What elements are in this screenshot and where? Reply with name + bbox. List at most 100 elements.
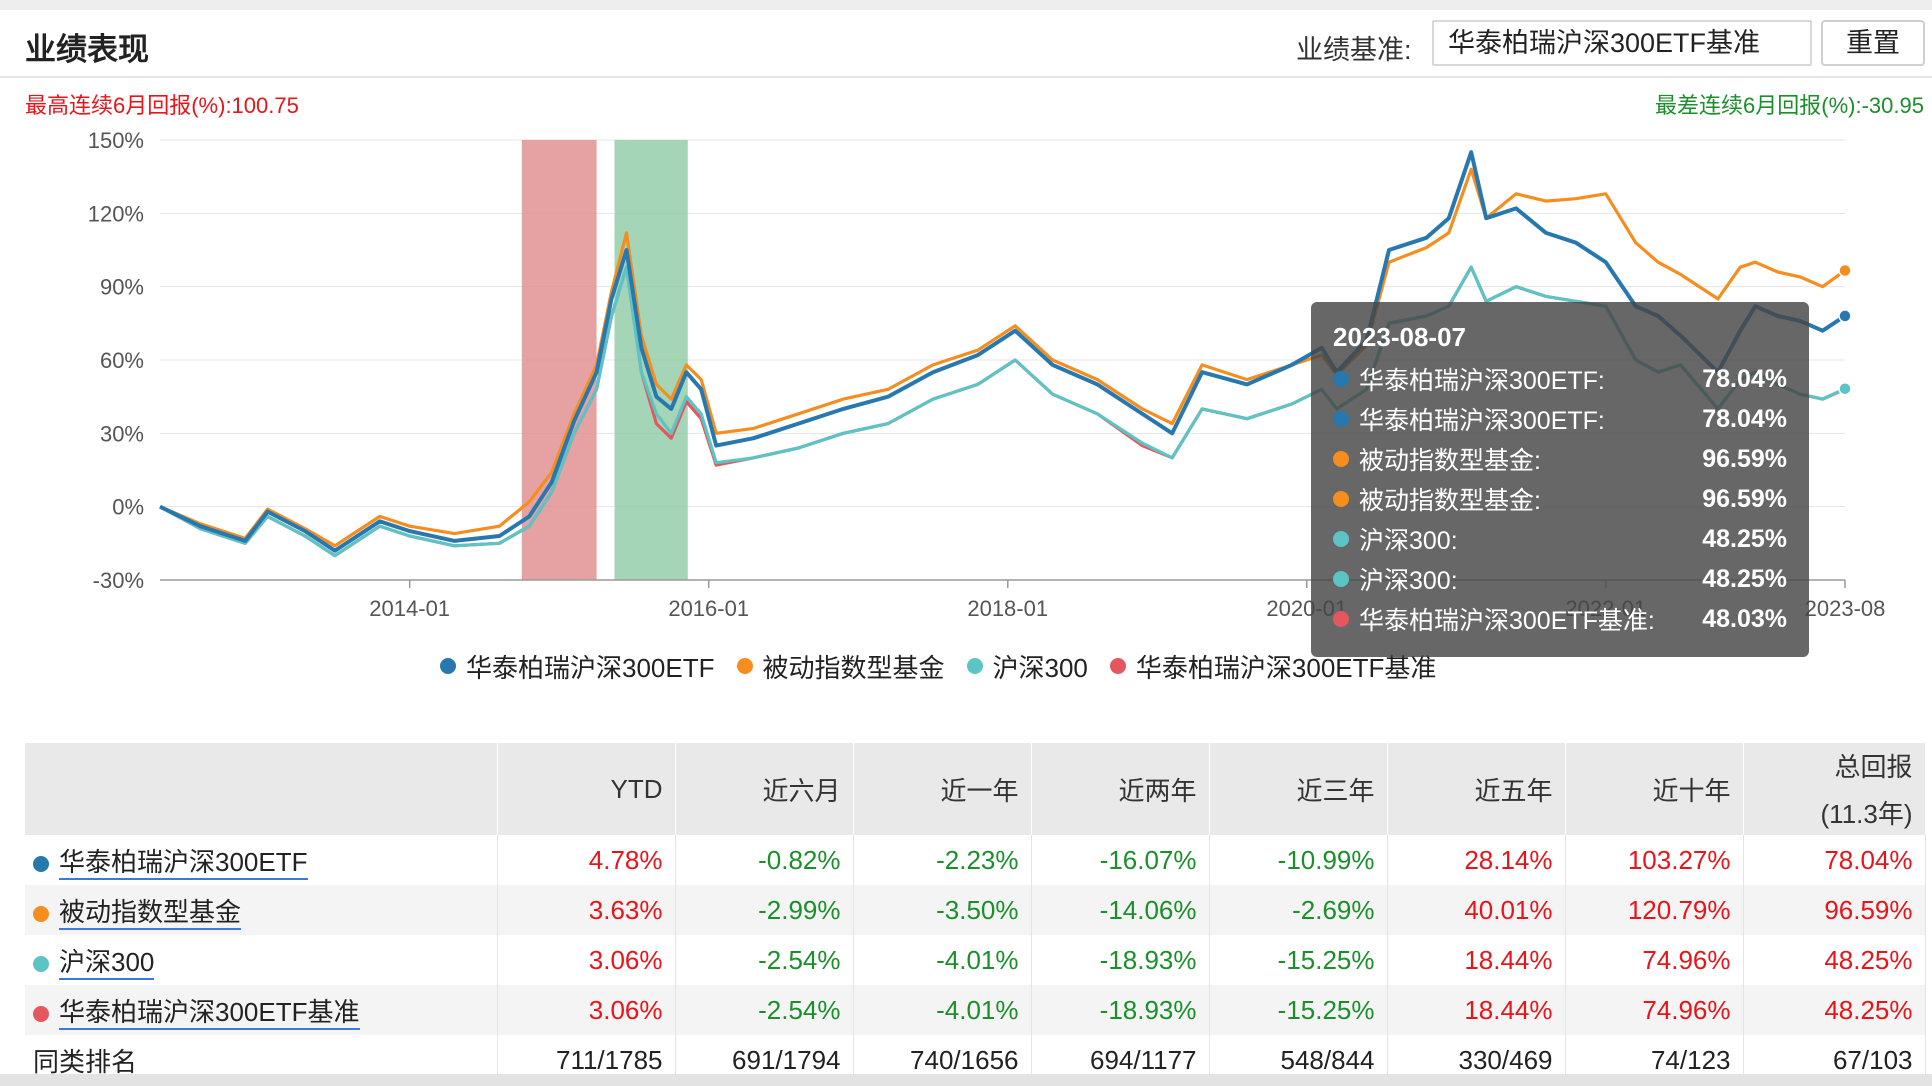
table-row: 沪深300 3.06% -2.54% -4.01% -18.93% -15.25% 18.4…: [25, 935, 1926, 985]
x-tick-label: 2023-08: [1805, 596, 1886, 621]
legend-item[interactable]: 华泰柏瑞沪深300ETF基准: [1109, 648, 1436, 685]
worst-6m-return: 最差连续6月回报(%):-30.95: [1655, 93, 1924, 118]
table-header: 近五年: [1387, 743, 1566, 835]
series-dot-icon: [33, 905, 49, 922]
legend-item[interactable]: 沪深300: [966, 648, 1088, 685]
return-cell: 3.06%: [497, 985, 676, 1035]
highlight-period-down: [614, 140, 688, 580]
tooltip-value: 96.59%: [1702, 444, 1787, 473]
table-header: YTD: [497, 743, 676, 835]
return-cell: -3.50%: [853, 885, 1032, 935]
legend-dot-icon: [736, 658, 753, 674]
return-cell: 48.25%: [1743, 935, 1926, 985]
y-tick-label: 0%: [112, 495, 144, 520]
total-years-label: (11.3年): [1820, 799, 1913, 829]
return-cell: 4.78%: [497, 835, 676, 885]
tooltip-label: 沪深300:: [1359, 567, 1458, 595]
table-header: 总回报 (11.3年): [1743, 743, 1926, 835]
x-tick-label: 2016-01: [668, 596, 749, 621]
table-row: 华泰柏瑞沪深300ETF基准 3.06% -2.54% -4.01% -18.93% -1…: [25, 985, 1926, 1035]
benchmark-label: 业绩基准:: [1296, 35, 1412, 65]
tooltip-row: 被动指数型基金: 96.59%: [1333, 479, 1787, 519]
tooltip-value: 48.25%: [1702, 564, 1787, 593]
table-header: 近两年: [1031, 743, 1210, 835]
y-tick-label: 90%: [100, 275, 144, 300]
return-cell: 120.79%: [1565, 885, 1744, 935]
reset-button[interactable]: 重置: [1821, 20, 1925, 66]
return-cell: -2.69%: [1209, 885, 1388, 935]
return-cell: 18.44%: [1387, 985, 1566, 1035]
legend-dot-icon: [1109, 658, 1126, 674]
tooltip-value: 48.25%: [1702, 524, 1787, 553]
tooltip-row: 华泰柏瑞沪深300ETF: 78.04%: [1333, 399, 1787, 439]
header: 业绩表现 业绩基准: 华泰柏瑞沪深300ETF基准 重置: [0, 10, 1932, 78]
legend-item[interactable]: 被动指数型基金: [736, 648, 945, 685]
return-cell: -18.93%: [1031, 935, 1210, 985]
series-line-0: [159, 150, 1847, 553]
benchmark-select[interactable]: 华泰柏瑞沪深300ETF基准: [1432, 20, 1812, 66]
y-tick-label: 120%: [88, 201, 144, 226]
return-cell: -4.01%: [853, 935, 1032, 985]
table-header: 近六月: [675, 743, 854, 835]
y-tick-label: 150%: [88, 128, 144, 153]
tooltip-label: 华泰柏瑞沪深300ETF:: [1359, 407, 1605, 435]
table-header: 近十年: [1565, 743, 1744, 835]
fund-name-link[interactable]: 沪深300: [59, 946, 155, 980]
legend-dot-icon: [966, 658, 983, 674]
tooltip-value: 48.03%: [1702, 604, 1787, 633]
return-cell: -16.07%: [1031, 835, 1210, 885]
tooltip-dot-icon: [1333, 611, 1349, 627]
return-cell: -10.99%: [1209, 835, 1388, 885]
legend-label: 被动指数型基金: [762, 652, 945, 683]
return-cell: 3.63%: [497, 885, 676, 935]
tooltip-label: 华泰柏瑞沪深300ETF基准:: [1359, 607, 1655, 635]
tooltip-date: 2023-08-07: [1333, 322, 1466, 352]
page-title: 业绩表现: [25, 32, 149, 67]
tooltip-label: 华泰柏瑞沪深300ETF:: [1359, 367, 1605, 395]
tooltip-row: 华泰柏瑞沪深300ETF: 78.04%: [1333, 359, 1787, 399]
table-header: 近三年: [1209, 743, 1388, 835]
table-header: 近一年: [853, 743, 1032, 835]
legend-label: 沪深300: [992, 652, 1088, 683]
legend-item[interactable]: 华泰柏瑞沪深300ETF: [440, 648, 715, 685]
tooltip-row: 被动指数型基金: 96.59%: [1333, 439, 1787, 479]
legend-dot-icon: [440, 658, 456, 674]
fund-name-link[interactable]: 被动指数型基金: [59, 896, 242, 930]
x-tick-label: 2018-01: [967, 596, 1048, 621]
return-cell: -2.54%: [675, 935, 854, 985]
return-cell: 18.44%: [1387, 935, 1566, 985]
return-cell: 3.06%: [497, 935, 676, 985]
tooltip-dot-icon: [1333, 531, 1349, 547]
tooltip-label: 被动指数型基金:: [1359, 487, 1541, 515]
return-cell: 40.01%: [1387, 885, 1566, 935]
fund-name-link[interactable]: 华泰柏瑞沪深300ETF: [59, 846, 308, 880]
legend-label: 华泰柏瑞沪深300ETF: [466, 652, 715, 683]
tooltip-label: 被动指数型基金:: [1359, 447, 1541, 475]
tooltip-row: 沪深300: 48.25%: [1333, 559, 1787, 599]
tooltip-dot-icon: [1333, 571, 1349, 587]
return-cell: 28.14%: [1387, 835, 1566, 885]
best-6m-return: 最高连续6月回报(%):100.75: [25, 93, 299, 118]
return-cell: -0.82%: [675, 835, 854, 885]
y-tick-label: -30%: [93, 568, 144, 593]
y-tick-label: 30%: [100, 421, 144, 446]
x-tick-label: 2014-01: [369, 596, 450, 621]
table-header: [25, 743, 498, 835]
tooltip-dot-icon: [1333, 451, 1349, 467]
return-cell: -2.23%: [853, 835, 1032, 885]
return-cell: 78.04%: [1743, 835, 1926, 885]
series-dot-icon: [33, 955, 49, 972]
fund-name-link[interactable]: 华泰柏瑞沪深300ETF基准: [59, 996, 360, 1030]
chart-tooltip: 2023-08-07 华泰柏瑞沪深300ETF: 78.04% 华泰柏瑞沪深300E…: [1311, 302, 1809, 657]
bottom-bar: [0, 1074, 1932, 1086]
return-cell: -2.99%: [675, 885, 854, 935]
return-cell: -18.93%: [1031, 985, 1210, 1035]
tooltip-label: 沪深300:: [1359, 527, 1458, 555]
return-cell: 74.96%: [1565, 985, 1744, 1035]
tooltip-row: 沪深300: 48.25%: [1333, 519, 1787, 559]
y-tick-label: 60%: [100, 348, 144, 373]
series-end-point-2: [1838, 381, 1852, 396]
series-dot-icon: [33, 1005, 49, 1022]
series-dot-icon: [33, 855, 49, 872]
return-cell: -14.06%: [1031, 885, 1210, 935]
